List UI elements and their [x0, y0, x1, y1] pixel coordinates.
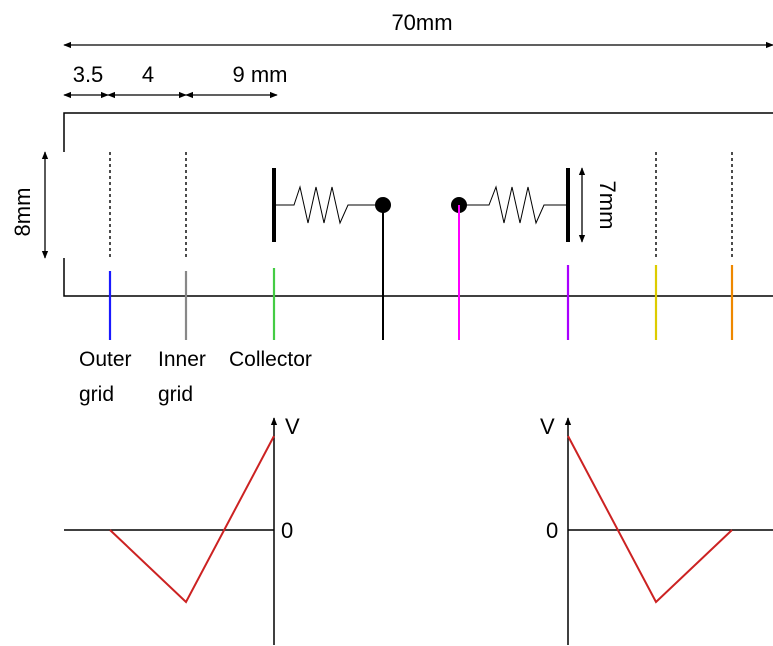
- label-outer-grid-line2: grid: [79, 383, 114, 406]
- dimension-seg1-label: 3.5: [73, 62, 104, 87]
- dimension-plate-label: 7mm: [595, 181, 620, 230]
- grid-lines: [109, 152, 733, 258]
- plot-right-potential-curve: [567, 435, 733, 604]
- electrode-labels: Outer grid Inner grid Collector: [79, 348, 312, 406]
- plot-right-zero-label: 0: [546, 518, 558, 543]
- dimension-height-label: 8mm: [10, 188, 35, 237]
- plot-left-zero-label: 0: [281, 518, 293, 543]
- plot-left-potential-curve: [109, 435, 275, 604]
- dimension-seg3: 9 mm: [185, 62, 288, 99]
- housing: [63, 112, 773, 297]
- plot-left-ylabel: V: [285, 414, 300, 439]
- plot-right-ylabel: V: [540, 414, 555, 439]
- dimension-seg3-label: 9 mm: [233, 62, 288, 87]
- dimension-height: 8mm: [10, 151, 49, 259]
- label-inner-grid-line1: Inner: [158, 348, 206, 371]
- dimension-total-label: 70mm: [391, 10, 452, 35]
- dimension-seg1: 3.5: [63, 62, 109, 99]
- label-outer-grid-line1: Outer: [79, 348, 132, 371]
- label-inner-grid-line2: grid: [158, 383, 193, 406]
- spring-left: [274, 185, 383, 225]
- plot-right: V 0: [540, 414, 773, 645]
- dimension-total: 70mm: [63, 10, 773, 49]
- label-collector: Collector: [229, 348, 312, 371]
- dimension-seg2: 4: [107, 62, 187, 99]
- dimension-plate: 7mm: [578, 167, 620, 243]
- dimension-seg2-label: 4: [142, 62, 154, 87]
- electrode-leads: [108, 265, 734, 340]
- spring-right: [459, 185, 568, 225]
- plot-left: V 0: [64, 414, 300, 645]
